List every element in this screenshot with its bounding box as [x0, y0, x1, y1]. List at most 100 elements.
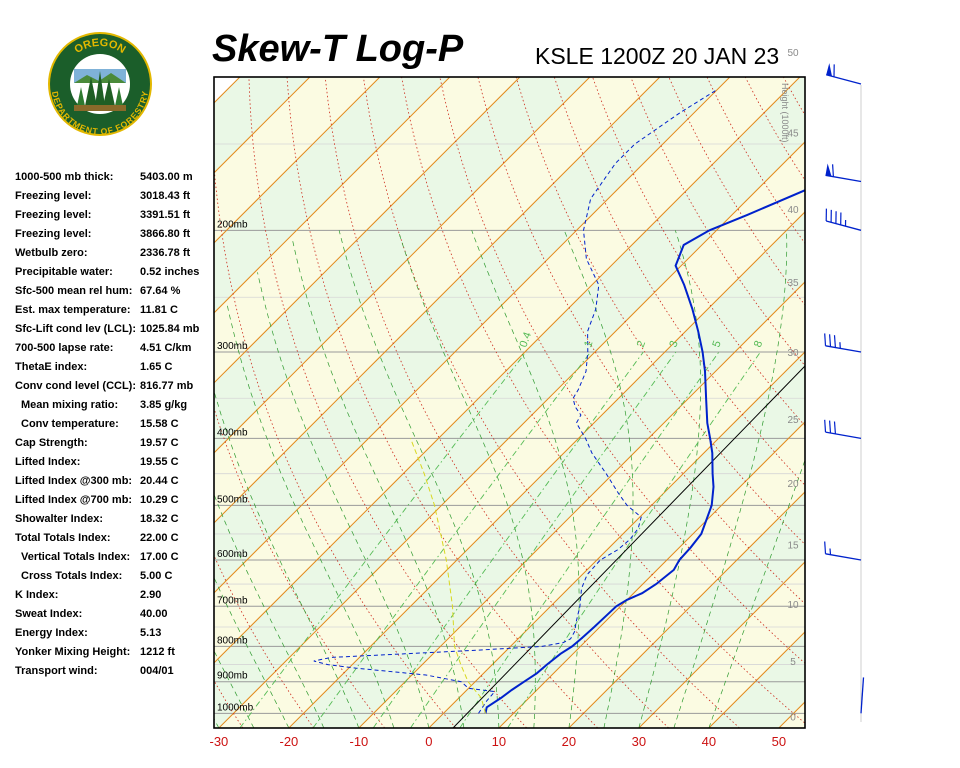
isotherm-line: [214, 77, 591, 454]
moist-adiabat-line: [471, 230, 580, 728]
stat-value: 15.58 C: [140, 418, 179, 430]
wind-barb-staff: [825, 174, 862, 183]
dry-adiabat-line: [401, 77, 805, 724]
stat-row: Freezing level: 3018.43 ft: [15, 188, 215, 207]
stat-value: 816.77 mb: [140, 380, 194, 392]
pressure-label: 800mb: [217, 635, 248, 646]
height-tick-label: 0: [790, 712, 796, 723]
pressure-label: 400mb: [217, 427, 248, 438]
stat-value: 3.85 g/kg: [140, 399, 188, 411]
wind-barb-flag: [833, 421, 836, 434]
pressure-label: 900mb: [217, 671, 248, 682]
stat-label: K Index:: [15, 589, 59, 601]
moist-adiabat-line: [338, 230, 500, 728]
moist-adiabat-line: [397, 230, 536, 728]
wind-barb-pennant: [825, 163, 832, 177]
stat-label: Conv temperature:: [21, 418, 119, 430]
isotherm-line: [498, 421, 805, 728]
temperature-tick-label: 40: [702, 734, 716, 749]
wind-barb: [826, 63, 862, 85]
wind-barb-pennant: [826, 63, 832, 77]
moist-adiabat-line: [214, 493, 325, 728]
wind-barb-staff: [826, 74, 862, 85]
stat-label: Vertical Totals Index:: [21, 551, 131, 563]
isotherm-line: [849, 77, 960, 728]
moist-adiabat-line: [708, 458, 805, 728]
stat-label: Precipitable water:: [15, 266, 113, 278]
temperature-trace: [484, 189, 805, 714]
isotherm-line: [358, 281, 805, 728]
stat-value: 3866.80 ft: [140, 228, 191, 240]
wind-barb-staff: [825, 431, 862, 439]
stat-row: Mean mixing ratio: 3.85 g/kg: [15, 397, 215, 416]
stat-label: Total Totals Index:: [15, 532, 111, 544]
temperature-band: [778, 701, 805, 728]
stat-label: Sfc-500 mean rel hum:: [15, 285, 133, 297]
stat-value: 4.51 C/km: [140, 342, 192, 354]
height-axis-title: Height (1000ft): [780, 83, 790, 143]
stat-row: Sweat Index: 40.00: [15, 606, 215, 625]
stat-label: Yonker Mixing Height:: [15, 646, 131, 658]
stat-value: 40.00: [140, 608, 168, 620]
svg-text:OREGON: OREGON: [72, 37, 127, 56]
pressure-label: 500mb: [217, 494, 248, 505]
stat-value: 2.90: [140, 589, 162, 601]
stat-value: 19.57 C: [140, 437, 179, 449]
stat-label: Sweat Index:: [15, 608, 83, 620]
height-tick-label: 5: [790, 657, 796, 668]
stat-row: Precipitable water: 0.52 inches: [15, 264, 215, 283]
wind-barb-flag: [829, 334, 832, 347]
wind-barb-flag: [829, 420, 832, 434]
stat-label: 700-500 lapse rate:: [15, 342, 114, 354]
page-title: Skew-T Log-P: [212, 28, 464, 70]
stat-value: 5403.00 m: [140, 171, 193, 183]
logo-top-text: OREGON: [72, 37, 127, 56]
stat-label: Sfc-Lift cond lev (LCL):: [15, 323, 136, 335]
mixing-ratio-line: [372, 351, 644, 728]
reference-line: [452, 365, 805, 728]
wind-barb-flag: [833, 335, 836, 348]
stat-value: 1212 ft: [140, 646, 175, 658]
stat-row: ThetaE index: 1.65 C: [15, 359, 215, 378]
temperature-tick-label: 30: [632, 734, 646, 749]
isotherm-line: [214, 77, 731, 594]
height-tick-label: 35: [787, 278, 799, 289]
wind-barb: [860, 677, 865, 714]
stat-value: 10.29 C: [140, 494, 179, 506]
stat-label: Lifted Index @700 mb:: [15, 494, 133, 506]
height-tick-label: 15: [787, 541, 799, 552]
wind-barb-staff: [860, 677, 865, 714]
stat-row: Cross Totals Index: 5.00 C: [15, 568, 215, 587]
height-tick-label: 30: [787, 348, 799, 359]
plot-frame: [213, 76, 806, 729]
moist-adiabat-line: [563, 230, 634, 728]
stat-row: Conv temperature: 15.58 C: [15, 416, 215, 435]
stat-row: 700-500 lapse rate: 4.51 C/km: [15, 340, 215, 359]
mixing-ratio-label: 8: [752, 339, 765, 349]
moist-adiabat-line: [673, 230, 788, 728]
isotherm-line: [568, 491, 805, 728]
stat-row: Lifted Index @300 mb: 20.44 C: [15, 473, 215, 492]
isotherm-line: [214, 77, 801, 664]
stat-value: 5.00 C: [140, 570, 173, 582]
height-tick-label: 25: [787, 415, 799, 426]
stat-label: Transport wind:: [15, 665, 98, 677]
isotherm-line: [214, 77, 381, 244]
stat-row: 1000-500 mb thick: 5403.00 m: [15, 169, 215, 188]
temperature-tick-label: -20: [280, 734, 299, 749]
isotherm-bands: [214, 77, 805, 728]
temperature-tick-label: 20: [562, 734, 576, 749]
moist-adiabat-line: [214, 717, 220, 728]
wind-barb: [824, 333, 862, 353]
mixing-ratio-labels: 0.4 1 2 3 5 8: [518, 331, 766, 349]
temperature-tick-label: -30: [210, 734, 229, 749]
wind-barb-flag: [832, 164, 834, 177]
dry-adiabat-line: [363, 77, 740, 728]
stat-row: Est. max temperature: 11.81 C: [15, 302, 215, 321]
isotherm-line: [778, 701, 805, 728]
stat-row: Lifted Index @700 mb: 10.29 C: [15, 492, 215, 511]
stat-row: Energy Index: 5.13: [15, 625, 215, 644]
dry-adiabat-line: [936, 77, 960, 728]
station-time-label: KSLE 1200Z 20 JAN 23: [535, 43, 780, 69]
